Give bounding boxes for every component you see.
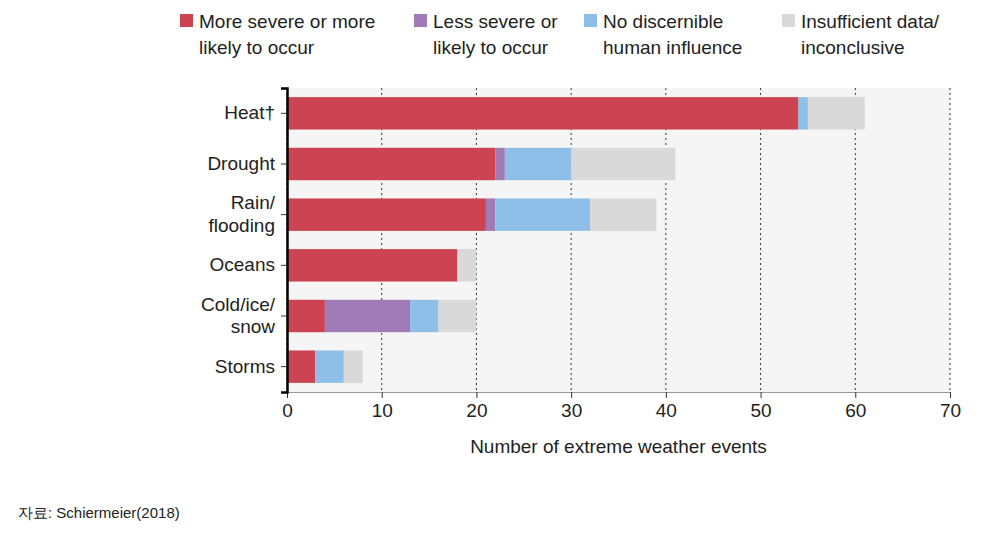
bar bbox=[315, 350, 343, 382]
tick: 20 bbox=[466, 392, 487, 421]
bar bbox=[798, 97, 807, 129]
tick-label: 10 bbox=[372, 400, 393, 421]
legend: More severe or morelikely to occur Less s… bbox=[180, 11, 940, 58]
tick-mark bbox=[281, 265, 287, 266]
tick: 60 bbox=[845, 392, 866, 421]
bar bbox=[808, 97, 865, 129]
bar bbox=[287, 300, 325, 332]
tick-label: Heat† bbox=[224, 102, 275, 123]
tick-mark bbox=[476, 392, 477, 398]
bar bbox=[287, 249, 457, 281]
grid-line bbox=[381, 88, 382, 392]
bar bbox=[571, 148, 675, 180]
tick-label: 20 bbox=[466, 400, 487, 421]
tick-label: 50 bbox=[751, 400, 772, 421]
tick-label: Drought bbox=[207, 153, 275, 174]
grid-line bbox=[855, 88, 856, 392]
series bbox=[315, 97, 808, 383]
series bbox=[287, 97, 798, 383]
grid-line bbox=[571, 88, 572, 392]
series bbox=[344, 97, 865, 383]
tick-label: 60 bbox=[845, 400, 866, 421]
tick: Storms bbox=[215, 356, 287, 377]
tick: 70 bbox=[940, 392, 961, 421]
tick-label: Rain/flooding bbox=[208, 192, 275, 236]
bar bbox=[439, 300, 477, 332]
bar bbox=[495, 198, 590, 230]
legend-label: Less severe orlikely to occur bbox=[433, 11, 558, 58]
tick-mark bbox=[281, 164, 287, 165]
legend-swatch bbox=[414, 14, 427, 27]
tick-label: 70 bbox=[940, 400, 961, 421]
grid bbox=[287, 88, 950, 392]
grid-line bbox=[665, 88, 666, 392]
tick: Oceans bbox=[210, 254, 287, 275]
series bbox=[325, 148, 505, 332]
tick-label: 30 bbox=[561, 400, 582, 421]
tick: 40 bbox=[656, 392, 677, 421]
tick-label: Storms bbox=[215, 356, 275, 377]
bar bbox=[457, 249, 476, 281]
legend-swatch bbox=[584, 14, 597, 27]
tick-mark bbox=[855, 392, 856, 398]
tick-mark bbox=[571, 392, 572, 398]
grid-line bbox=[476, 88, 477, 392]
tick: Heat† bbox=[224, 102, 287, 123]
bar bbox=[287, 350, 315, 382]
tick-label: Oceans bbox=[210, 254, 275, 275]
tick: Cold/ice/snow bbox=[201, 294, 287, 338]
tick-label: Cold/ice/snow bbox=[201, 294, 276, 338]
tick-mark bbox=[281, 113, 287, 114]
tick-mark bbox=[281, 316, 287, 317]
tick-mark bbox=[281, 366, 287, 367]
x-axis-title: Number of extreme weather events bbox=[470, 436, 767, 457]
tick: Rain/flooding bbox=[208, 192, 287, 236]
bar bbox=[410, 300, 438, 332]
y-axis-line bbox=[281, 89, 288, 393]
bar bbox=[287, 97, 798, 129]
bar bbox=[287, 148, 495, 180]
source: 자료: Schiermeier(2018) bbox=[18, 504, 180, 521]
bar bbox=[344, 350, 363, 382]
tick: Drought bbox=[207, 153, 287, 174]
bar bbox=[590, 198, 656, 230]
tick-mark bbox=[281, 214, 287, 215]
bar bbox=[287, 198, 486, 230]
tick-label: 40 bbox=[656, 400, 677, 421]
tick: 0 bbox=[282, 392, 293, 421]
legend-swatch bbox=[180, 14, 193, 27]
bar bbox=[325, 300, 410, 332]
grid-line bbox=[950, 88, 951, 392]
tick-mark bbox=[382, 392, 383, 398]
legend-label: No discerniblehuman influence bbox=[603, 11, 742, 58]
x-axis: 0 10 20 30 40 50 60 70 bbox=[282, 392, 961, 421]
tick-mark bbox=[950, 392, 951, 398]
chart: 0 10 20 30 40 50 60 70 Heat† Drought Rain/flooding… bbox=[0, 0, 981, 535]
tick-label: 0 bbox=[282, 400, 293, 421]
bars bbox=[287, 97, 865, 383]
tick: 30 bbox=[561, 392, 582, 421]
legend-swatch bbox=[782, 14, 795, 27]
tick-mark bbox=[761, 392, 762, 398]
bar bbox=[495, 148, 504, 180]
grid-line bbox=[760, 88, 761, 392]
legend-label: More severe or morelikely to occur bbox=[199, 11, 375, 58]
y-axis: Heat† Drought Rain/flooding Oceans Cold/ice/… bbox=[201, 89, 287, 393]
x-axis-line bbox=[288, 393, 951, 399]
bar bbox=[486, 198, 495, 230]
bar bbox=[505, 148, 571, 180]
tick: 10 bbox=[372, 392, 393, 421]
plot-background bbox=[287, 88, 950, 392]
tick: 50 bbox=[751, 392, 772, 421]
tick-mark bbox=[666, 392, 667, 398]
legend-label: Insufficient data/inconclusive bbox=[801, 11, 940, 58]
